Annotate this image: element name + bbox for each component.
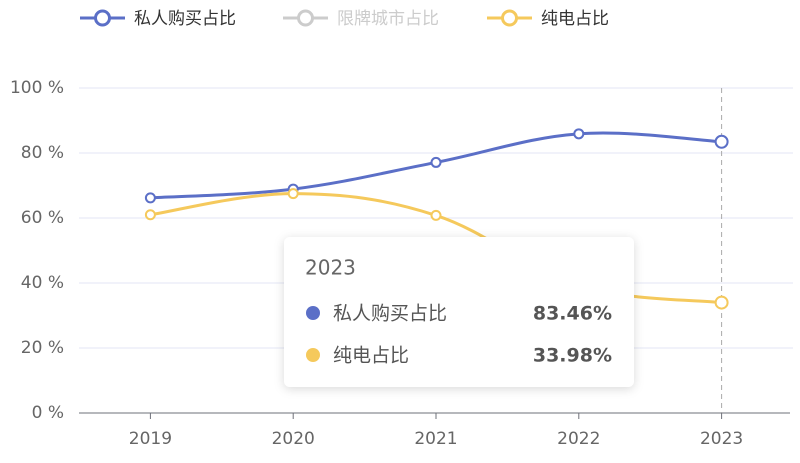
tooltip-name: 纯电占比 [333, 345, 409, 367]
y-tick-label: 60 % [21, 208, 64, 228]
data-point [430, 209, 442, 221]
data-point [714, 295, 729, 310]
legend-label: 纯电占比 [541, 9, 609, 29]
y-tick-label: 100 % [10, 78, 64, 98]
tooltip-box [284, 237, 634, 387]
x-tick-label: 2023 [700, 429, 743, 449]
data-point [714, 134, 729, 149]
data-point [287, 188, 299, 200]
legend-label: 限牌城市占比 [337, 9, 439, 29]
data-point [144, 192, 156, 204]
x-tick-label: 2020 [272, 429, 315, 449]
tooltip-title: 2023 [305, 256, 356, 280]
tooltip: 2023 私人购买占比 83.46% 纯电占比 33.98% [284, 237, 634, 387]
y-tick-label: 0 % [32, 403, 64, 423]
tooltip-name: 私人购买占比 [333, 303, 447, 325]
x-tick-label: 2019 [129, 429, 172, 449]
legend-icon [297, 9, 314, 27]
legend-icon [94, 9, 111, 27]
legend-label: 私人购买占比 [134, 9, 236, 29]
tooltip-value: 33.98% [533, 345, 612, 367]
y-tick-label: 80 % [21, 143, 64, 163]
tooltip-value: 83.46% [533, 303, 612, 325]
legend-icon [501, 9, 518, 27]
data-point [144, 209, 156, 221]
x-tick-label: 2021 [414, 429, 457, 449]
y-tick-label: 20 % [21, 338, 64, 358]
data-point [573, 128, 585, 140]
tooltip-marker [306, 348, 320, 362]
x-tick-label: 2022 [557, 429, 600, 449]
data-point [430, 156, 442, 168]
y-tick-label: 40 % [21, 273, 64, 293]
tooltip-marker [306, 306, 320, 320]
